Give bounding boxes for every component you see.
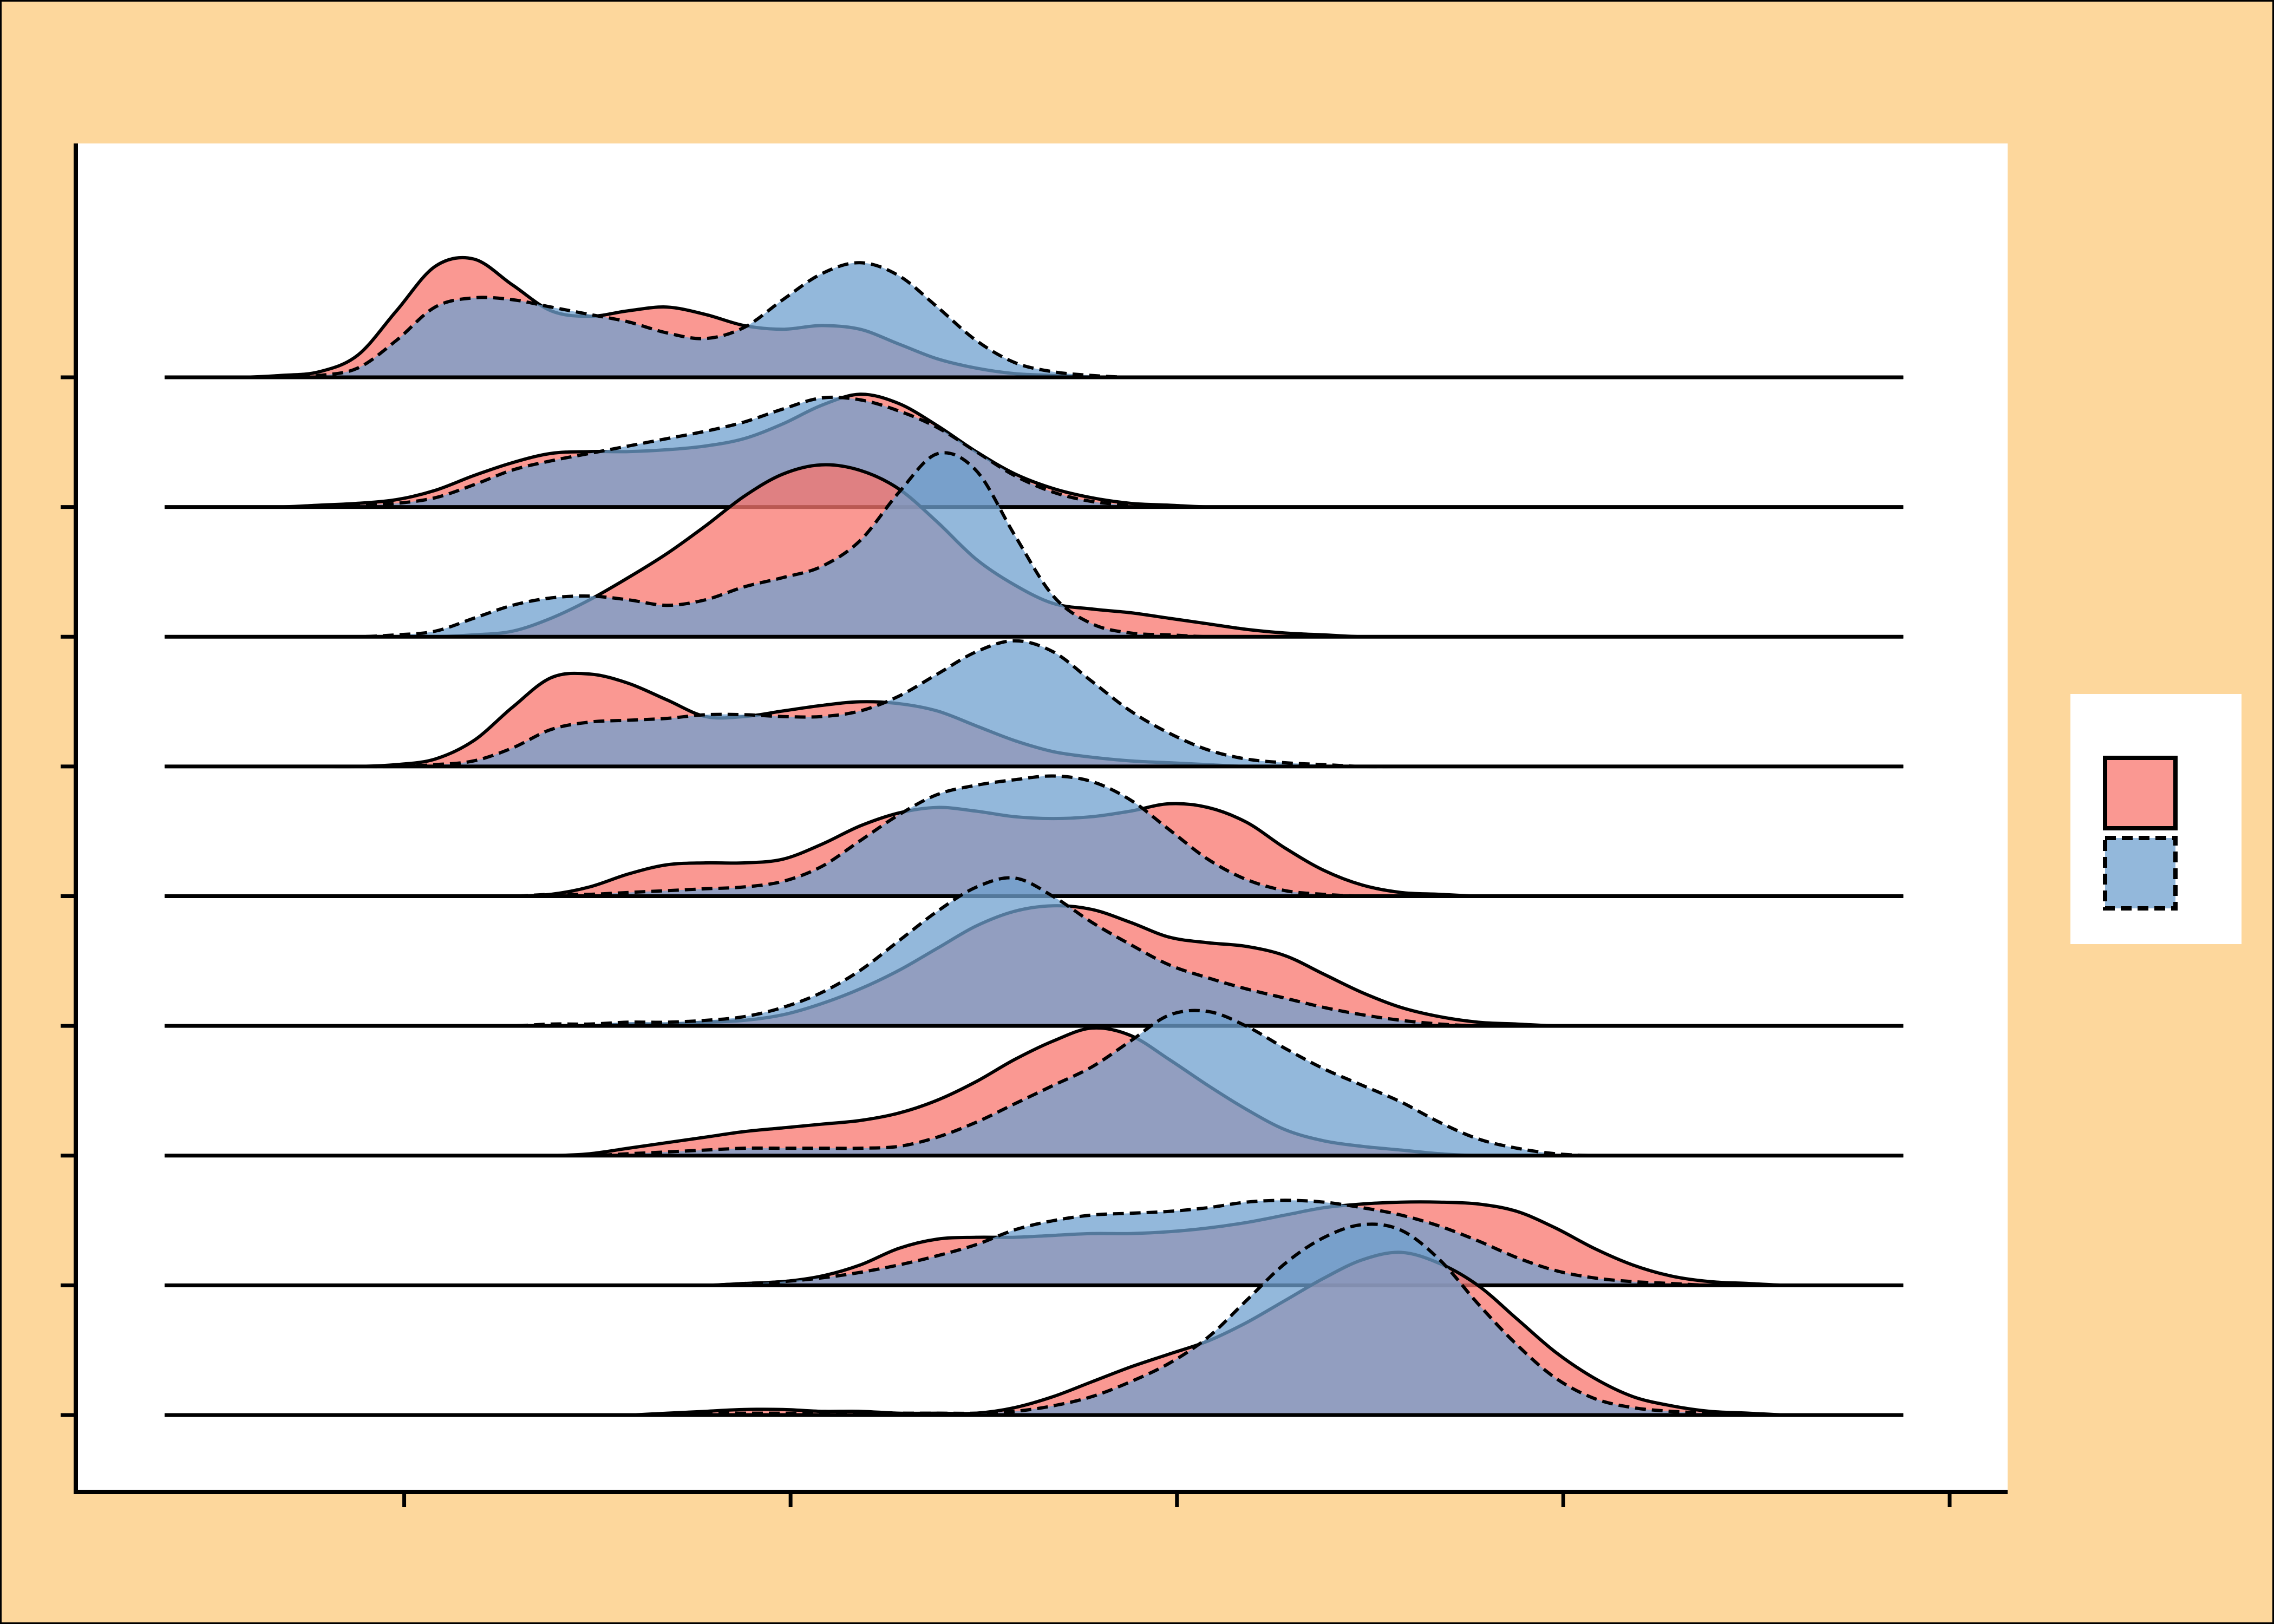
ridge-8-series_b-area bbox=[165, 397, 1904, 507]
ridge-6-series_b-area bbox=[165, 640, 1904, 767]
ridge-5-series_b-area bbox=[165, 776, 1904, 896]
ridge-4-series_b-area bbox=[165, 878, 1904, 1026]
ridges-group bbox=[165, 256, 1904, 1417]
ridge-9-series_b-line bbox=[165, 261, 1904, 379]
ridge-9-series_b-area bbox=[165, 263, 1904, 378]
ridge-3-series_b-area bbox=[165, 1010, 1904, 1156]
ridge-3-series_a-area bbox=[165, 1027, 1904, 1156]
legend-key-series_b bbox=[2103, 836, 2178, 911]
legend-key-series_a bbox=[2103, 756, 2178, 830]
ridge-1-series_b-line bbox=[165, 1222, 1904, 1417]
legend bbox=[2070, 694, 2242, 944]
ridge-7-series_b-area bbox=[165, 453, 1904, 637]
ridge-1-series_b-area bbox=[165, 1224, 1904, 1416]
ridge-2-series_b-area bbox=[165, 1200, 1904, 1286]
